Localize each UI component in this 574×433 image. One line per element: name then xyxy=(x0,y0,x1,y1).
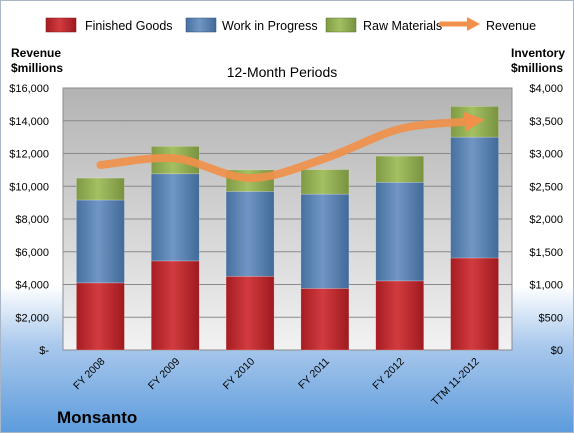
legend-label-work-in-progress: Work in Progress xyxy=(222,19,318,33)
bar-work-in-progress xyxy=(225,191,275,277)
x-tick-label: FY 2011 xyxy=(296,356,332,392)
left-tick-label: $6,000 xyxy=(15,247,49,259)
left-tick-label: $8,000 xyxy=(15,214,49,226)
bar-finished-goods xyxy=(450,257,499,351)
bar-work-in-progress xyxy=(150,173,200,262)
bar-work-in-progress xyxy=(450,136,499,259)
right-tick-label: $1,000 xyxy=(529,280,563,292)
legend: Finished Goods Work in Progress Raw Mate… xyxy=(45,17,536,33)
right-tick-label: $3,000 xyxy=(529,149,563,161)
bar-finished-goods xyxy=(76,282,125,351)
revenue-line-group xyxy=(96,111,485,183)
bar-group xyxy=(76,106,499,351)
left-tick-label: $12,000 xyxy=(9,149,49,161)
right-axis-label-line1: Inventory xyxy=(511,46,565,60)
left-tick-label: $16,000 xyxy=(9,83,49,95)
left-tick-label: $- xyxy=(39,345,49,357)
legend-swatch-raw-materials xyxy=(325,17,357,33)
chart-subtitle: 12-Month Periods xyxy=(227,64,338,80)
legend-label-finished-goods: Finished Goods xyxy=(85,19,173,33)
right-axis-label-line2: $millions xyxy=(511,61,563,75)
bar-finished-goods xyxy=(300,288,350,351)
bar-finished-goods xyxy=(375,280,425,351)
left-axis-label-line2: $millions xyxy=(11,61,63,75)
revenue-arrowhead xyxy=(463,111,485,132)
legend-label-raw-materials: Raw Materials xyxy=(363,19,442,33)
bar-work-in-progress xyxy=(300,193,350,289)
left-axis-ticks: $- $2,000 $4,000 $6,000 $8,000 $10,000 $12,000… xyxy=(9,83,49,357)
left-tick-label: $2,000 xyxy=(15,312,49,324)
legend-swatch-work-in-progress xyxy=(185,17,217,33)
x-tick-label: FY 2008 xyxy=(71,356,108,393)
x-tick-label: FY 2010 xyxy=(221,356,258,393)
bar-finished-goods xyxy=(150,260,200,351)
x-tick-label: FY 2012 xyxy=(370,356,407,393)
revenue-line xyxy=(96,117,471,183)
left-tick-label: $10,000 xyxy=(9,181,49,193)
bar-work-in-progress xyxy=(375,182,425,282)
legend-swatch-finished-goods xyxy=(45,17,77,33)
legend-revenue-arrowhead xyxy=(467,17,480,31)
right-tick-label: $1,500 xyxy=(529,247,563,259)
bar-work-in-progress xyxy=(76,199,125,284)
bar-finished-goods xyxy=(225,276,275,351)
right-tick-label: $2,500 xyxy=(529,181,563,193)
bar-raw-materials xyxy=(375,155,425,183)
left-tick-label: $14,000 xyxy=(9,116,49,128)
right-tick-label: $0 xyxy=(551,345,563,357)
legend-label-revenue: Revenue xyxy=(486,19,536,33)
x-axis-ticks: FY 2008 FY 2009 FY 2010 FY 2011 FY 2012 TTM 1… xyxy=(71,356,482,409)
bar-raw-materials xyxy=(76,177,125,201)
left-tick-label: $4,000 xyxy=(15,280,49,292)
right-tick-label: $500 xyxy=(539,312,563,324)
company-name: Monsanto xyxy=(57,408,137,427)
right-axis-ticks: $0 $500 $1,000 $1,500 $2,000 $2,500 $3,000 $3,5… xyxy=(529,83,563,357)
x-tick-label: TTM 11-2012 xyxy=(429,356,482,409)
right-tick-label: $3,500 xyxy=(529,116,563,128)
left-axis-label-line1: Revenue xyxy=(11,46,61,60)
right-tick-label: $4,000 xyxy=(529,83,563,95)
x-tick-label: FY 2009 xyxy=(146,356,183,393)
right-tick-label: $2,000 xyxy=(529,214,563,226)
bar-raw-materials xyxy=(300,169,350,195)
